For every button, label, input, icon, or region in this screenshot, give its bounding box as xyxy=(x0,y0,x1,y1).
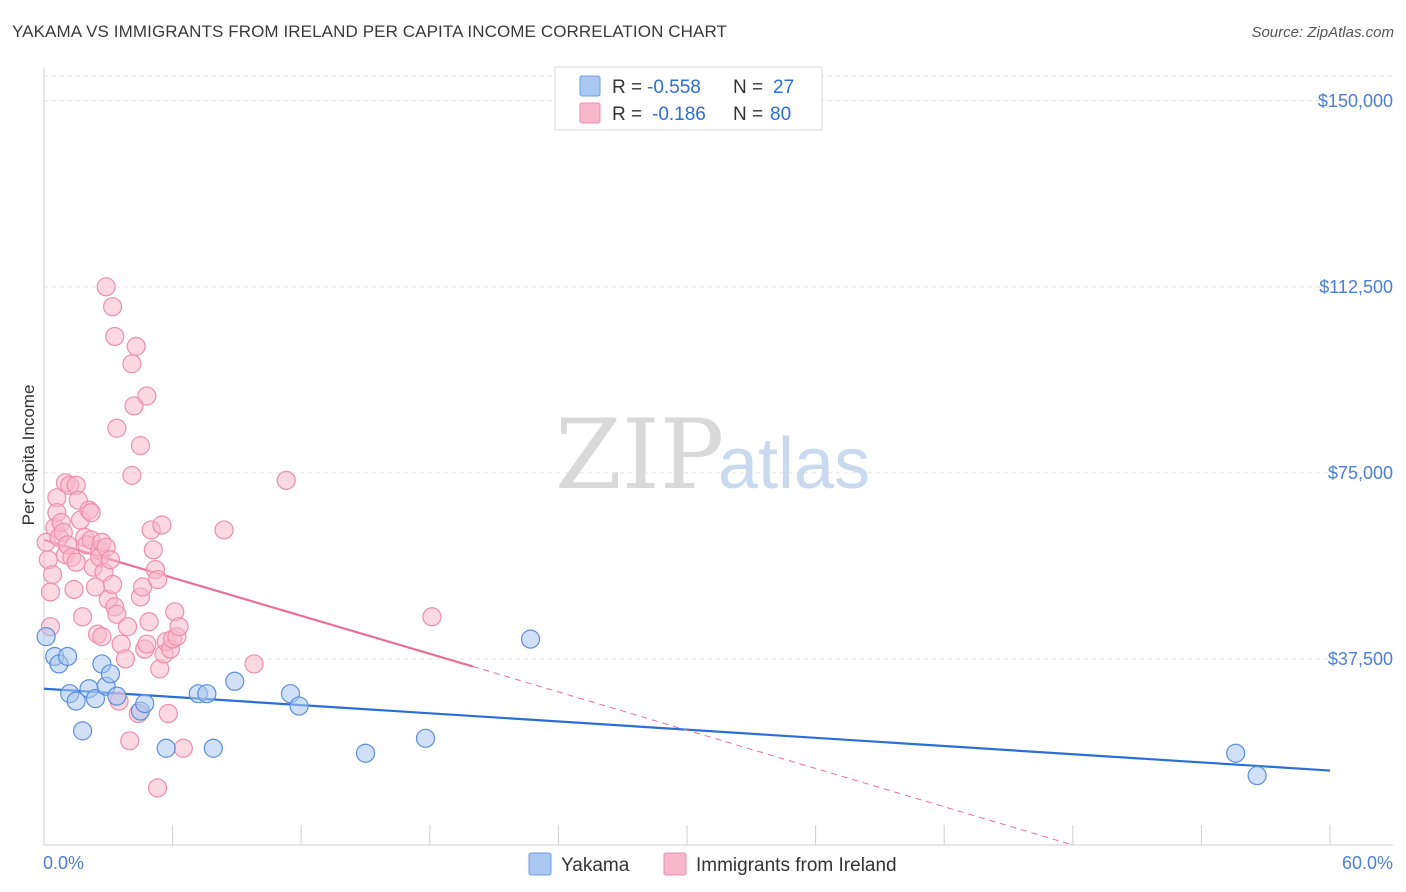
point-ireland-68 xyxy=(96,277,116,297)
point-ireland-4 xyxy=(42,565,63,585)
point-ireland-2 xyxy=(40,582,61,602)
legend-swatch-ireland xyxy=(579,102,601,124)
point-ireland-16 xyxy=(64,579,84,600)
legend-r-label-2: R = xyxy=(612,104,642,125)
legend-n-yakama: 27 xyxy=(773,77,794,98)
point-yakama-0 xyxy=(36,627,56,647)
point-ireland-71 xyxy=(122,354,142,374)
y-tick-label-0: $37,500 xyxy=(1328,649,1393,669)
point-ireland-43 xyxy=(115,649,136,669)
point-ireland-78 xyxy=(214,520,234,540)
point-yakama-19 xyxy=(225,671,245,691)
point-ireland-81 xyxy=(422,607,442,627)
point-yakama-6 xyxy=(72,721,93,741)
point-yakama-17 xyxy=(197,684,217,704)
point-yakama-22 xyxy=(355,743,376,763)
chart-title: YAKAMA VS IMMIGRANTS FROM IRELAND PER CA… xyxy=(12,22,728,41)
point-ireland-75 xyxy=(158,703,178,724)
legend-n-ireland: 80 xyxy=(770,104,791,125)
point-yakama-26 xyxy=(1247,765,1267,786)
point-ireland-69 xyxy=(102,297,123,317)
point-ireland-33 xyxy=(92,627,112,647)
bottom-legend: Yakama Immigrants from Ireland xyxy=(528,852,897,876)
watermark-atlas: atlas xyxy=(718,424,870,504)
point-ireland-67 xyxy=(169,617,189,637)
point-yakama-15 xyxy=(156,738,176,758)
point-ireland-73 xyxy=(107,418,127,438)
point-ireland-79 xyxy=(244,654,264,674)
y-tick-label-3: $150,000 xyxy=(1318,91,1393,111)
point-ireland-76 xyxy=(173,738,193,758)
y-tick-label-2: $112,500 xyxy=(1319,277,1393,297)
point-yakama-25 xyxy=(1226,743,1246,763)
trend-lines xyxy=(43,538,1331,846)
point-ireland-60 xyxy=(152,515,172,535)
point-ireland-17 xyxy=(66,552,86,572)
trend-line-0 xyxy=(43,687,1331,772)
point-yakama-23 xyxy=(415,728,436,748)
point-ireland-53 xyxy=(137,634,157,654)
legend-swatch-yakama xyxy=(579,75,601,97)
point-ireland-80 xyxy=(276,470,296,490)
y-tick-label-1: $75,000 xyxy=(1328,463,1393,483)
legend-r-ireland: -0.186 xyxy=(652,104,706,125)
legend-r-yakama: -0.558 xyxy=(647,77,701,98)
point-ireland-58 xyxy=(147,569,168,590)
point-ireland-26 xyxy=(81,502,101,523)
legend-n-label-2: N = xyxy=(733,104,763,125)
watermark-zip: ZIP xyxy=(555,399,724,511)
point-ireland-21 xyxy=(72,607,93,627)
legend-r-label: R = xyxy=(612,77,642,98)
point-yakama-8 xyxy=(85,689,106,709)
source-label: Source: ZipAtlas.com xyxy=(1251,24,1394,41)
y-tick-labels: $37,500 $75,000 $112,500 $150,000 xyxy=(1318,91,1393,669)
legend-n-label: N = xyxy=(733,77,763,98)
axes xyxy=(43,68,1393,846)
x-tick-min: 0.0% xyxy=(43,853,84,873)
point-ireland-77 xyxy=(147,778,168,798)
data-points xyxy=(36,277,1267,798)
point-yakama-14 xyxy=(135,694,155,714)
point-yakama-5 xyxy=(66,691,86,711)
point-ireland-37 xyxy=(100,550,121,570)
point-ireland-72 xyxy=(137,386,157,406)
x-tick-max: 60.0% xyxy=(1342,853,1393,873)
trend-line-dashed-1 xyxy=(472,665,1073,846)
bottom-legend-swatch-ireland xyxy=(663,852,687,876)
point-ireland-44 xyxy=(117,617,138,637)
point-yakama-21 xyxy=(289,696,309,716)
point-ireland-48 xyxy=(126,336,146,356)
point-ireland-45 xyxy=(120,731,140,751)
point-ireland-38 xyxy=(102,574,123,595)
point-ireland-40 xyxy=(107,604,127,624)
point-yakama-3 xyxy=(57,646,78,667)
bottom-legend-yakama: Yakama xyxy=(561,855,630,876)
point-ireland-74 xyxy=(130,436,151,456)
point-ireland-56 xyxy=(143,540,163,560)
point-ireland-54 xyxy=(139,612,159,632)
legend-box: R = -0.558 N = 27 R = -0.186 N = 80 xyxy=(554,66,823,131)
watermark: ZIP atlas xyxy=(555,399,870,511)
y-axis-label: Per Capita Income xyxy=(19,385,38,526)
point-yakama-18 xyxy=(203,738,223,758)
point-ireland-47 xyxy=(124,396,144,416)
point-yakama-11 xyxy=(100,664,121,684)
point-yakama-24 xyxy=(520,629,541,649)
gridlines xyxy=(44,75,1395,660)
point-ireland-46 xyxy=(122,465,142,485)
bottom-legend-ireland: Immigrants from Ireland xyxy=(696,855,897,876)
bottom-legend-swatch-yakama xyxy=(528,852,552,876)
point-yakama-12 xyxy=(107,686,127,706)
point-ireland-70 xyxy=(105,326,125,347)
